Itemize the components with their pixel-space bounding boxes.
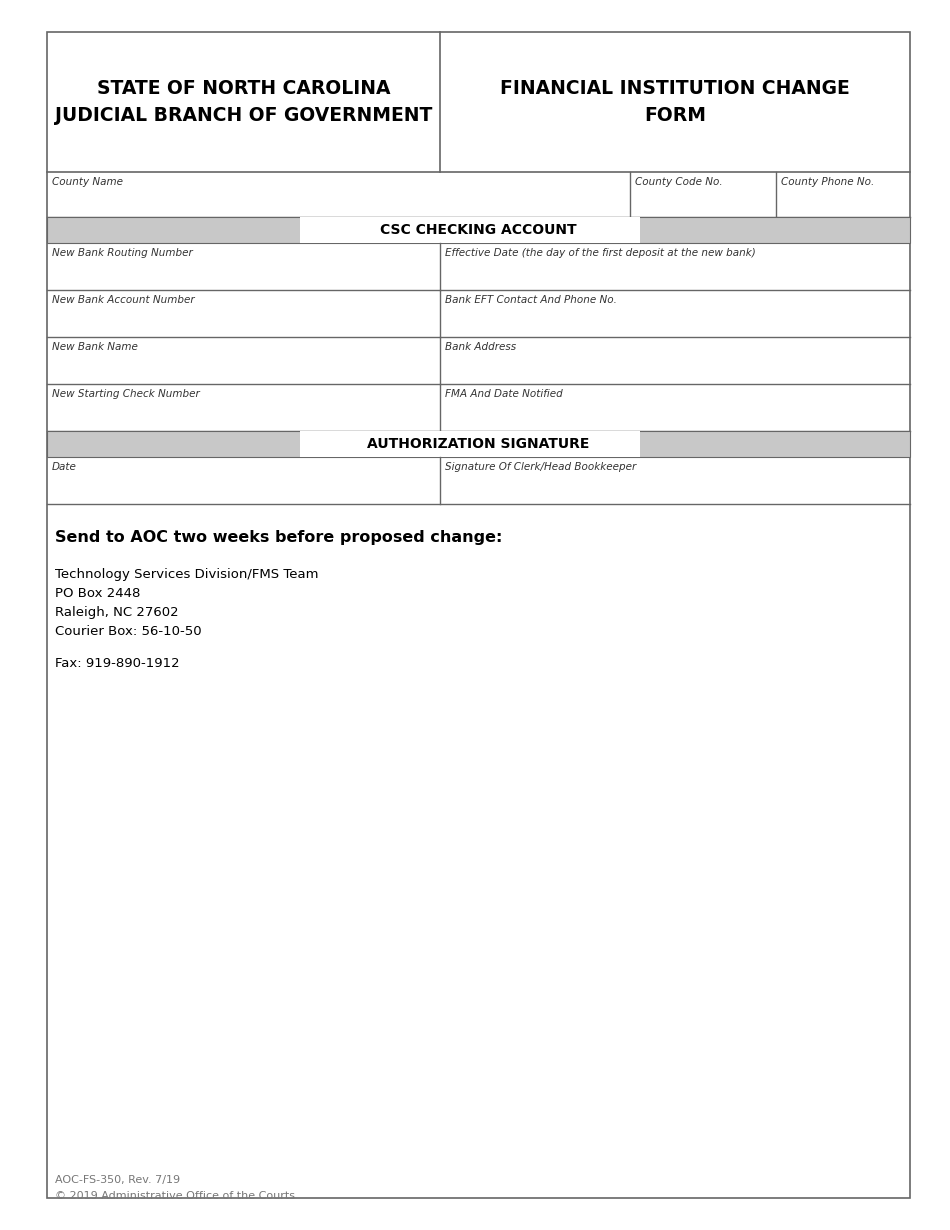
Text: CSC CHECKING ACCOUNT: CSC CHECKING ACCOUNT: [380, 223, 577, 237]
Text: New Bank Name: New Bank Name: [52, 342, 138, 352]
Text: New Bank Account Number: New Bank Account Number: [52, 295, 195, 305]
Bar: [300, 430, 640, 458]
Bar: [47, 216, 910, 244]
Text: County Phone No.: County Phone No.: [781, 177, 874, 187]
Text: Courier Box: 56-10-50: Courier Box: 56-10-50: [55, 625, 201, 638]
Text: Fax: 919-890-1912: Fax: 919-890-1912: [55, 657, 180, 670]
Text: Raleigh, NC 27602: Raleigh, NC 27602: [55, 606, 179, 619]
Text: © 2019 Administrative Office of the Courts: © 2019 Administrative Office of the Cour…: [55, 1191, 295, 1200]
Bar: [300, 216, 640, 244]
Bar: [47, 430, 910, 458]
Text: Technology Services Division/FMS Team: Technology Services Division/FMS Team: [55, 568, 318, 581]
Text: PO Box 2448: PO Box 2448: [55, 587, 141, 600]
Text: FMA And Date Notified: FMA And Date Notified: [445, 389, 562, 399]
Text: New Starting Check Number: New Starting Check Number: [52, 389, 200, 399]
Text: Bank EFT Contact And Phone No.: Bank EFT Contact And Phone No.: [445, 295, 617, 305]
Text: New Bank Routing Number: New Bank Routing Number: [52, 248, 193, 258]
Text: County Code No.: County Code No.: [635, 177, 723, 187]
Text: AOC-FS-350, Rev. 7/19: AOC-FS-350, Rev. 7/19: [55, 1175, 180, 1184]
Text: STATE OF NORTH CAROLINA
JUDICIAL BRANCH OF GOVERNMENT: STATE OF NORTH CAROLINA JUDICIAL BRANCH …: [55, 79, 432, 124]
Text: Date: Date: [52, 462, 77, 472]
Text: Signature Of Clerk/Head Bookkeeper: Signature Of Clerk/Head Bookkeeper: [445, 462, 636, 472]
Text: County Name: County Name: [52, 177, 123, 187]
Text: Bank Address: Bank Address: [445, 342, 516, 352]
Text: Send to AOC two weeks before proposed change:: Send to AOC two weeks before proposed ch…: [55, 530, 503, 545]
Text: Effective Date (the day of the first deposit at the new bank): Effective Date (the day of the first dep…: [445, 248, 756, 258]
Text: FINANCIAL INSTITUTION CHANGE
FORM: FINANCIAL INSTITUTION CHANGE FORM: [500, 79, 850, 124]
Text: AUTHORIZATION SIGNATURE: AUTHORIZATION SIGNATURE: [368, 437, 590, 451]
